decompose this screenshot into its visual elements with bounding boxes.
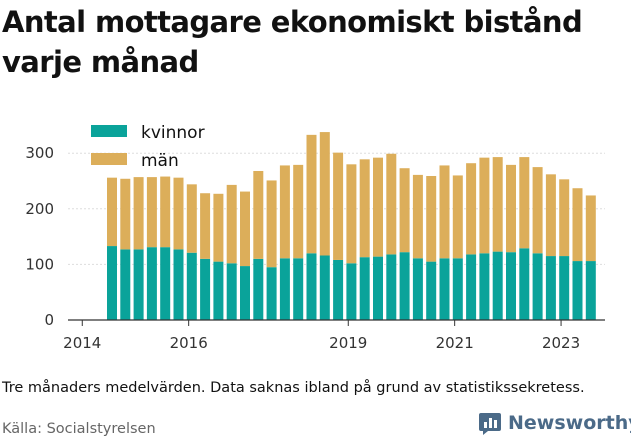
x-tick-label: 2016 xyxy=(170,334,208,352)
bar-kvinnor xyxy=(412,258,423,320)
bar-kvinnor xyxy=(319,255,330,320)
bar-man xyxy=(319,132,330,256)
stacked-bar-chart: 0 100 200 300 2014 2016 2019 2021 2023 kvinnor m… xyxy=(25,123,605,352)
brand-name: Newsworthy xyxy=(508,412,631,434)
bar-man xyxy=(186,184,197,253)
bar-man xyxy=(213,193,224,262)
bar-kvinnor xyxy=(545,256,556,320)
axes: 0 100 200 300 2014 2016 2019 2021 2023 xyxy=(25,144,605,352)
chart-bar-logo-icon xyxy=(479,413,501,435)
bar-kvinnor xyxy=(585,261,596,320)
bar-man xyxy=(346,164,357,264)
x-tick-label: 2021 xyxy=(436,334,474,352)
bar-kvinnor xyxy=(572,261,583,320)
bar-man xyxy=(519,157,530,249)
bar-man xyxy=(373,157,383,257)
bar-kvinnor xyxy=(452,258,463,320)
bar-series xyxy=(107,132,596,320)
bar-man xyxy=(200,193,211,259)
bar-kvinnor xyxy=(160,247,171,320)
bar-man xyxy=(173,177,184,250)
bar-man xyxy=(253,170,264,259)
bar-kvinnor xyxy=(279,258,290,320)
bar-man xyxy=(492,157,503,252)
bar-man xyxy=(532,167,543,254)
bar-kvinnor xyxy=(333,259,344,320)
bar-kvinnor xyxy=(479,253,490,320)
bar-man xyxy=(226,184,237,264)
bar-kvinnor xyxy=(186,252,197,320)
bar-man xyxy=(572,188,583,262)
bar-kvinnor xyxy=(253,258,264,320)
bar-kvinnor xyxy=(373,256,383,320)
bar-man xyxy=(466,163,477,255)
bar-kvinnor xyxy=(532,253,543,320)
legend-label-kvinnor: kvinnor xyxy=(141,123,205,143)
bar-man xyxy=(506,164,516,253)
bar-kvinnor xyxy=(120,249,131,320)
y-tick-label: 300 xyxy=(25,144,54,162)
bar-kvinnor xyxy=(200,258,211,320)
x-tick-label: 2014 xyxy=(63,334,101,352)
bar-kvinnor xyxy=(240,266,250,320)
legend-label-man: män xyxy=(141,151,179,171)
bar-kvinnor xyxy=(146,247,157,320)
chart-note: Tre månaders medelvärden. Data saknas ib… xyxy=(2,380,585,396)
bar-man xyxy=(107,177,117,247)
y-tick-label: 200 xyxy=(25,200,54,218)
bar-kvinnor xyxy=(173,249,184,320)
bar-man xyxy=(426,175,437,262)
y-tick-label: 0 xyxy=(44,311,54,329)
legend: kvinnor män xyxy=(91,123,205,171)
bar-kvinnor xyxy=(133,249,144,320)
bar-kvinnor xyxy=(346,263,357,320)
bar-man xyxy=(293,164,304,259)
bar-man xyxy=(452,175,463,259)
bar-kvinnor xyxy=(306,253,317,320)
bar-kvinnor xyxy=(506,252,516,320)
newsworthy-logo: Newsworthy xyxy=(478,410,631,436)
bar-man xyxy=(240,191,250,267)
bar-kvinnor xyxy=(466,254,477,320)
bar-kvinnor xyxy=(519,248,530,320)
bar-kvinnor xyxy=(426,261,437,320)
bar-kvinnor xyxy=(226,263,237,320)
bar-kvinnor xyxy=(359,257,370,320)
bar-kvinnor xyxy=(213,261,224,320)
y-tick-label: 100 xyxy=(25,255,54,273)
x-tick-label: 2019 xyxy=(329,334,367,352)
bar-man xyxy=(545,174,556,257)
legend-swatch-kvinnor xyxy=(91,125,127,137)
bar-man xyxy=(439,165,450,259)
bar-kvinnor xyxy=(559,256,570,320)
bar-man xyxy=(559,179,570,257)
bar-kvinnor xyxy=(386,254,397,320)
bar-man xyxy=(160,176,171,248)
bar-man xyxy=(399,168,410,253)
bar-man xyxy=(306,134,317,254)
bar-man xyxy=(386,153,397,255)
bar-man xyxy=(333,152,344,260)
bar-kvinnor xyxy=(266,267,277,320)
bar-kvinnor xyxy=(107,246,117,320)
bar-man xyxy=(359,159,370,258)
bar-man xyxy=(479,157,490,254)
x-tick-label: 2023 xyxy=(542,334,580,352)
bar-man xyxy=(120,178,131,250)
bar-man xyxy=(146,177,157,248)
bar-man xyxy=(585,195,596,262)
chart-title: Antal mottagare ekonomiskt bistånd varje… xyxy=(2,5,583,79)
bar-man xyxy=(279,165,290,259)
bar-man xyxy=(266,180,277,268)
bar-man xyxy=(133,177,144,250)
bar-kvinnor xyxy=(399,252,410,320)
legend-swatch-man xyxy=(91,153,127,165)
source-label: Källa: Socialstyrelsen xyxy=(2,421,156,437)
bar-kvinnor xyxy=(439,258,450,320)
bar-kvinnor xyxy=(492,251,503,320)
bar-man xyxy=(412,174,423,259)
bar-kvinnor xyxy=(293,258,304,320)
